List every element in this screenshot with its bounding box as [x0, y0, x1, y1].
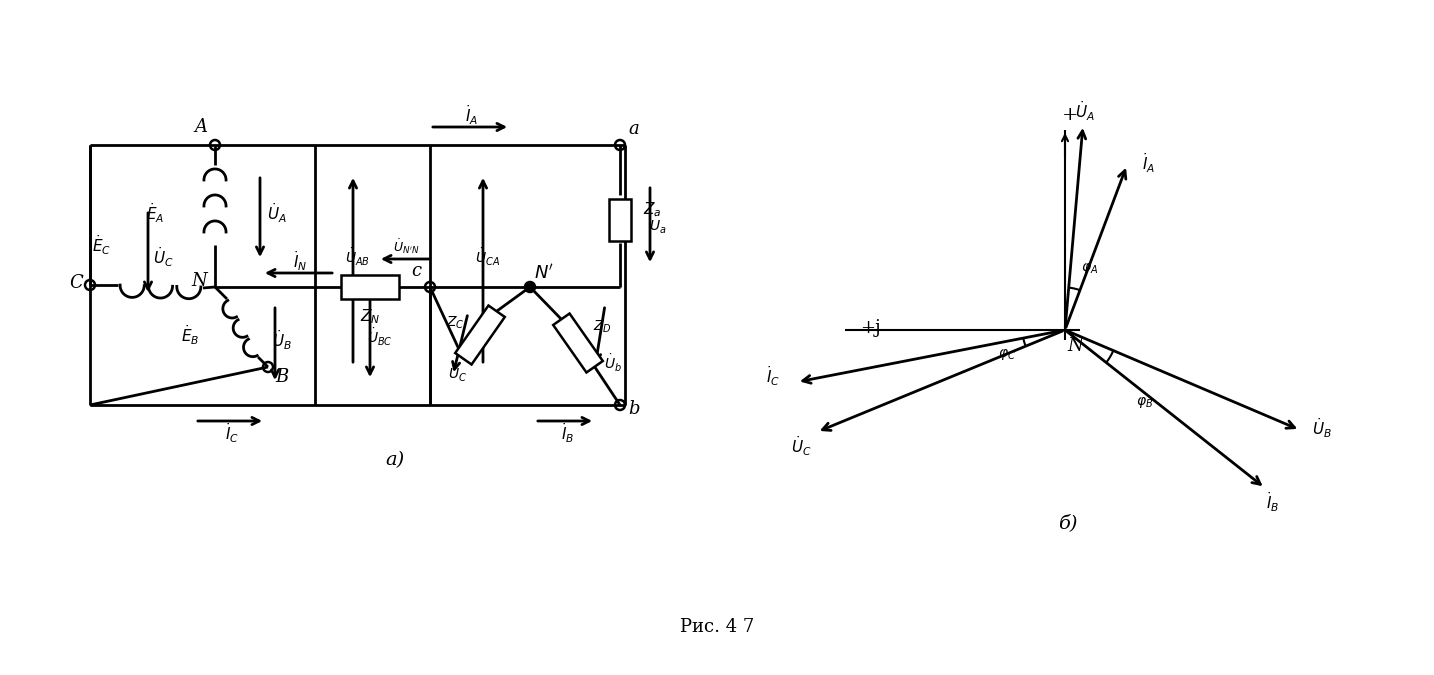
Text: $\varphi_C$: $\varphi_C$ — [998, 346, 1015, 362]
Text: $\varphi_B$: $\varphi_B$ — [1136, 394, 1153, 410]
Bar — [341, 275, 399, 299]
Text: c: c — [412, 262, 422, 280]
Text: $\dot{E}_B$: $\dot{E}_B$ — [181, 323, 199, 347]
Text: $\dot{E}_C$: $\dot{E}_C$ — [92, 233, 112, 256]
Text: $\dot{I}_B$: $\dot{I}_B$ — [561, 421, 575, 445]
Text: $\dot{U}_b$: $\dot{U}_b$ — [604, 352, 622, 373]
Text: $\dot{U}_C$: $\dot{U}_C$ — [152, 245, 174, 269]
Text: $\dot{U}_C$: $\dot{U}_C$ — [449, 362, 467, 383]
Text: $\dot{U}_{AB}$: $\dot{U}_{AB}$ — [346, 246, 370, 267]
Text: +: + — [1061, 106, 1078, 124]
Text: $\dot{U}_{BC}$: $\dot{U}_{BC}$ — [367, 327, 393, 348]
Polygon shape — [455, 306, 505, 365]
Text: $\dot{U}_B$: $\dot{U}_B$ — [1312, 416, 1332, 440]
Text: $Z_N$: $Z_N$ — [360, 308, 380, 326]
Text: $\dot{U}_C$: $\dot{U}_C$ — [790, 434, 812, 458]
Text: $\varphi_A$: $\varphi_A$ — [1081, 261, 1098, 275]
Text: $\dot{I}_C$: $\dot{I}_C$ — [225, 421, 239, 445]
Text: $\dot{I}_N$: $\dot{I}_N$ — [293, 249, 307, 273]
Text: a: a — [628, 120, 640, 138]
Text: $Z_a$: $Z_a$ — [642, 200, 661, 219]
Text: $\dot{I}_C$: $\dot{I}_C$ — [766, 364, 780, 388]
Text: $N'$: $N'$ — [533, 263, 554, 283]
Text: $\dot{U}_A$: $\dot{U}_A$ — [1076, 99, 1096, 123]
Text: $\dot{I}_A$: $\dot{I}_A$ — [466, 103, 479, 127]
Text: $\dot{U}_A$: $\dot{U}_A$ — [267, 201, 287, 225]
Text: N: N — [191, 272, 206, 290]
Text: B: B — [275, 368, 288, 386]
Circle shape — [525, 282, 535, 292]
Text: $\dot{U}_{CA}$: $\dot{U}_{CA}$ — [476, 246, 500, 267]
Text: $\dot{E}_A$: $\dot{E}_A$ — [146, 201, 163, 225]
Bar — [609, 199, 631, 241]
Text: +j: +j — [860, 319, 880, 337]
Text: б): б) — [1058, 514, 1078, 532]
Text: $\dot{U}_B$: $\dot{U}_B$ — [272, 328, 293, 352]
Text: N: N — [1067, 337, 1083, 355]
Text: $\dot{I}_A$: $\dot{I}_A$ — [1143, 151, 1156, 175]
Text: $\dot{I}_B$: $\dot{I}_B$ — [1266, 490, 1279, 514]
Text: A: A — [195, 118, 208, 136]
Text: $Z_C$: $Z_C$ — [446, 315, 465, 331]
Text: b: b — [628, 400, 640, 418]
Polygon shape — [554, 313, 602, 373]
Text: $\dot{U}_a$: $\dot{U}_a$ — [650, 215, 667, 236]
Text: а): а) — [386, 451, 404, 469]
Text: $\dot{U}_{N'N}$: $\dot{U}_{N'N}$ — [393, 238, 419, 256]
Text: C: C — [69, 274, 83, 292]
Text: Рис. 4 7: Рис. 4 7 — [680, 618, 754, 636]
Text: $Z_D$: $Z_D$ — [592, 319, 611, 335]
